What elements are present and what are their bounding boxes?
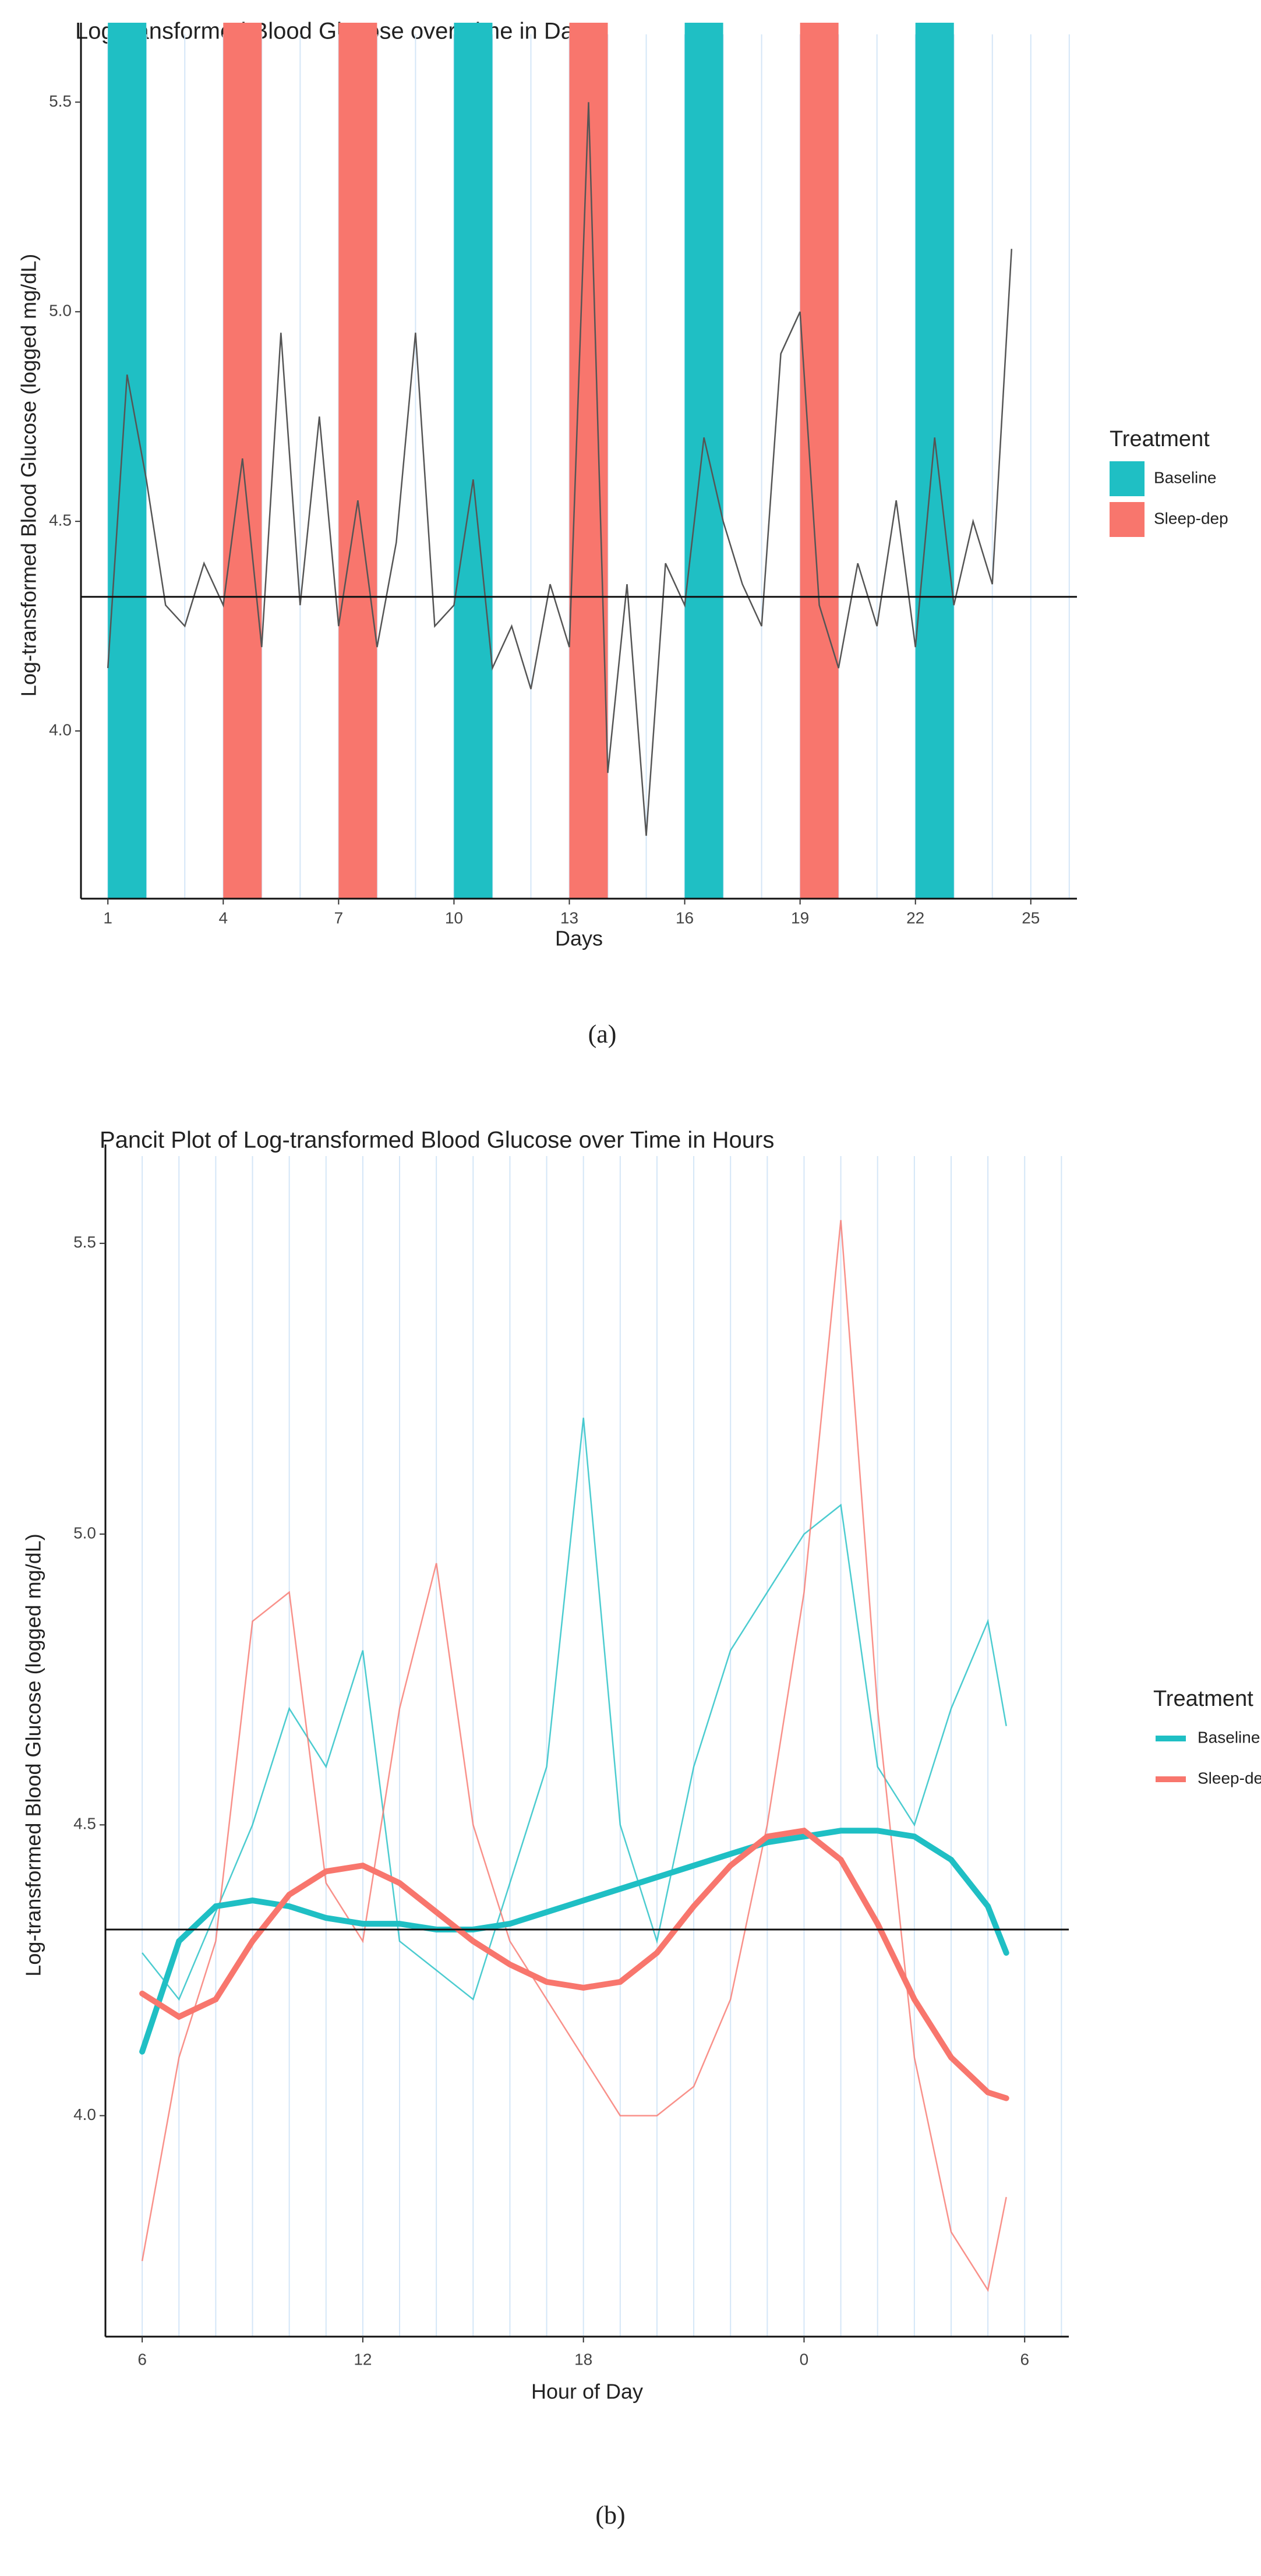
- y-tick-label: 5.5: [49, 92, 72, 110]
- legend-title: Treatment: [1110, 427, 1210, 451]
- x-tick-label: 4: [218, 909, 228, 927]
- legend-label: Sleep-dep: [1154, 509, 1228, 527]
- y-tick-label: 5.5: [73, 1233, 96, 1251]
- trace-line: [142, 1418, 1007, 2001]
- x-tick-label: 25: [1022, 909, 1040, 927]
- x-tick-label: 10: [445, 909, 463, 927]
- x-tick-label: 18: [574, 2350, 592, 2368]
- legend-label: Baseline: [1198, 1728, 1260, 1746]
- smooth-line: [139, 1828, 1009, 2055]
- x-tick-label: 16: [676, 909, 694, 927]
- x-tick-label: 1: [103, 909, 112, 927]
- treatment-band: [800, 23, 839, 899]
- y-tick-label: 5.0: [49, 302, 72, 320]
- x-tick-label: 12: [354, 2350, 372, 2368]
- y-axis-label: Log-transformed Blood Glucose (logged mg…: [17, 254, 41, 697]
- caption: (a): [588, 1020, 617, 1048]
- y-tick-label: 4.5: [49, 511, 72, 529]
- x-axis-label: Hour of Day: [531, 2380, 643, 2404]
- y-tick-label: 4.5: [73, 1815, 96, 1833]
- y-tick-label: 4.0: [49, 720, 72, 738]
- x-tick-label: 7: [334, 909, 344, 927]
- y-axis-label: Log-transformed Blood Glucose (logged mg…: [22, 1533, 45, 1976]
- treatment-band: [569, 23, 608, 899]
- legend-key: [1110, 461, 1145, 496]
- y-tick-label: 5.0: [73, 1524, 96, 1542]
- treatment-band: [108, 23, 147, 899]
- caption: (b): [595, 2501, 625, 2529]
- treatment-band: [915, 23, 954, 899]
- x-tick-label: 0: [800, 2350, 809, 2368]
- smooth-line: [139, 1828, 1009, 2101]
- treatment-band: [454, 23, 493, 899]
- treatment-band: [684, 23, 723, 899]
- x-tick-label: 6: [137, 2350, 147, 2368]
- treatment-band: [338, 23, 377, 899]
- legend-key: [1110, 502, 1145, 537]
- chart-title: Log-transformed Blood Glucose over Time …: [75, 19, 597, 44]
- y-tick-label: 4.0: [73, 2105, 96, 2123]
- legend-title: Treatment: [1153, 1687, 1253, 1711]
- legend-label: Sleep-dep: [1198, 1769, 1261, 1787]
- x-tick-label: 22: [906, 909, 924, 927]
- x-tick-label: 19: [791, 909, 809, 927]
- chart-title: Pancit Plot of Log-transformed Blood Glu…: [100, 1128, 774, 1153]
- trace-line: [141, 1220, 1007, 2292]
- glucose-line: [107, 102, 1013, 836]
- legend-label: Baseline: [1154, 468, 1216, 486]
- x-tick-label: 13: [560, 909, 578, 927]
- x-axis-label: Days: [555, 927, 603, 950]
- x-tick-label: 6: [1020, 2350, 1029, 2368]
